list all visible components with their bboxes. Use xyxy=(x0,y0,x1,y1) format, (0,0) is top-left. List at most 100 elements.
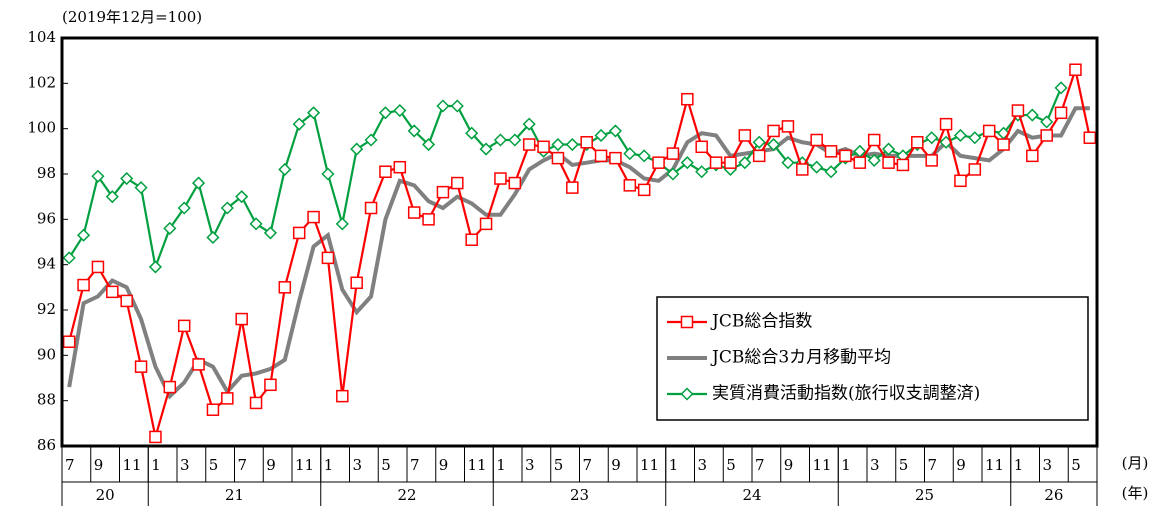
point xyxy=(393,160,407,174)
point xyxy=(335,217,349,231)
x-tick-label: 11 xyxy=(985,456,1004,474)
point xyxy=(422,137,436,152)
x-tick-label: 3 xyxy=(698,456,708,474)
point xyxy=(680,156,694,170)
point xyxy=(522,138,536,151)
point xyxy=(450,99,464,113)
point xyxy=(350,276,363,290)
point xyxy=(336,389,349,403)
point xyxy=(177,319,191,333)
x-tick-label: 11 xyxy=(468,456,487,474)
y-tick-label: 94 xyxy=(37,255,56,273)
point xyxy=(436,185,450,199)
point xyxy=(1054,106,1068,120)
point xyxy=(565,137,579,152)
x-tick-label: 5 xyxy=(381,456,391,474)
point xyxy=(1026,149,1039,163)
point xyxy=(436,99,450,113)
point xyxy=(192,358,205,371)
point xyxy=(292,117,306,131)
legend-label: JCB総合指数 xyxy=(710,312,812,332)
point xyxy=(192,176,206,190)
point xyxy=(810,160,824,174)
point xyxy=(580,136,593,149)
point xyxy=(752,149,766,163)
x-unit-month: (月) xyxy=(1122,454,1149,472)
x-tick-label: 3 xyxy=(180,456,190,474)
year-label: 26 xyxy=(1044,486,1063,504)
point xyxy=(695,140,708,154)
point xyxy=(867,133,881,147)
x-tick-label: 9 xyxy=(956,456,966,474)
point xyxy=(106,285,119,299)
x-tick-label: 1 xyxy=(1014,456,1024,474)
point xyxy=(681,92,694,106)
point xyxy=(925,131,939,145)
point xyxy=(609,151,622,165)
x-tick-label: 3 xyxy=(870,456,880,474)
point xyxy=(839,149,852,163)
x-tick-label: 5 xyxy=(1071,456,1081,474)
point xyxy=(163,380,177,394)
legend-marker xyxy=(680,387,694,401)
point xyxy=(522,117,536,131)
point xyxy=(724,156,737,169)
point xyxy=(968,131,982,145)
x-tick-label: 7 xyxy=(65,456,75,474)
point xyxy=(738,156,752,170)
x-tick-label: 1 xyxy=(324,456,334,474)
x-tick-label: 5 xyxy=(209,456,219,474)
point xyxy=(1054,81,1068,95)
point xyxy=(407,124,421,138)
x-tick-label: 5 xyxy=(726,456,736,474)
x-tick-label: 11 xyxy=(640,456,659,474)
legend-label: JCB総合3カ月移動平均 xyxy=(710,348,891,368)
year-label: 24 xyxy=(742,486,761,504)
point xyxy=(781,156,795,170)
x-tick-label: 3 xyxy=(1043,456,1053,474)
year-label: 23 xyxy=(570,486,589,504)
point xyxy=(264,378,277,392)
point xyxy=(594,149,608,163)
point xyxy=(594,128,608,143)
point xyxy=(479,142,493,156)
point xyxy=(149,430,162,444)
x-tick-label: 9 xyxy=(94,456,104,474)
point xyxy=(77,278,90,292)
point xyxy=(379,165,392,178)
point xyxy=(939,117,953,131)
point xyxy=(62,251,76,265)
point xyxy=(752,135,766,149)
point xyxy=(465,233,478,246)
point xyxy=(235,312,248,326)
x-tick-label: 11 xyxy=(295,456,314,474)
y-tick-label: 104 xyxy=(27,28,56,46)
point xyxy=(953,128,967,143)
point xyxy=(695,165,709,179)
year-label: 22 xyxy=(397,486,416,504)
point xyxy=(321,251,335,265)
point xyxy=(767,137,781,152)
point xyxy=(91,169,105,183)
x-tick-label: 5 xyxy=(554,456,564,474)
point xyxy=(954,174,967,188)
point xyxy=(637,149,651,163)
point xyxy=(1083,131,1097,144)
point xyxy=(824,145,838,158)
x-tick-label: 11 xyxy=(813,456,832,474)
point xyxy=(1069,63,1082,76)
point xyxy=(206,403,220,416)
point xyxy=(177,201,191,215)
x-tick-label: 9 xyxy=(611,456,621,474)
legend-label: 実質消費活動指数(旅行収支調整済) xyxy=(712,384,980,404)
point xyxy=(982,124,996,138)
y-tick-label: 96 xyxy=(37,209,56,227)
point xyxy=(235,190,249,204)
point xyxy=(882,156,895,169)
x-tick-label: 3 xyxy=(525,456,535,474)
point xyxy=(479,217,493,231)
x-tick-label: 1 xyxy=(496,456,506,474)
x-tick-label: 7 xyxy=(755,456,765,474)
point xyxy=(824,165,838,179)
point xyxy=(551,151,565,165)
